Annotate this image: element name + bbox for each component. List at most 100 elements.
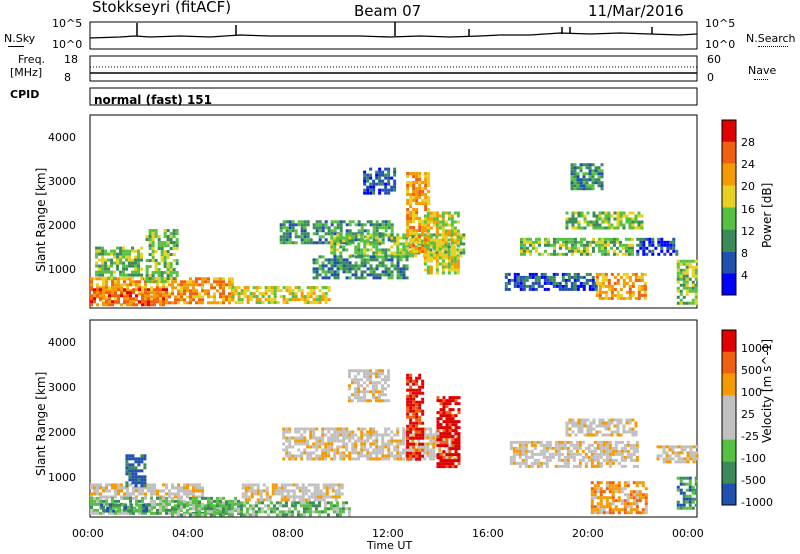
power-cell (201, 301, 204, 305)
velocity-cell (445, 426, 449, 430)
power-cell (150, 289, 153, 293)
velocity-cell (327, 436, 331, 440)
power-cell (366, 254, 370, 258)
power-cell (201, 283, 204, 287)
velocity-cell (604, 427, 608, 431)
velocity-cell (337, 483, 341, 487)
power-cell (228, 298, 231, 302)
velocity-cell (608, 452, 612, 456)
power-cell (231, 298, 235, 302)
velocity-cell (242, 501, 246, 505)
velocity-cell (245, 513, 249, 517)
power-cell (339, 239, 343, 243)
power-cell (628, 211, 632, 215)
power-cell (412, 214, 416, 218)
power-cell (156, 283, 159, 287)
velocity-cell (292, 495, 296, 499)
velocity-cell (694, 497, 698, 501)
power-cell (648, 237, 652, 241)
power-cell (570, 163, 574, 167)
velocity-cell (303, 451, 307, 455)
power-cell (561, 252, 565, 256)
power-cell (363, 235, 367, 239)
power-cell (406, 232, 410, 236)
power-cell (585, 240, 589, 244)
power-cell (657, 237, 661, 241)
power-cell (691, 289, 695, 293)
velocity-cell (448, 459, 452, 463)
power-cell (543, 287, 547, 291)
velocity-cell (300, 454, 304, 458)
velocity-cell (614, 440, 618, 444)
velocity-cell (415, 427, 419, 431)
velocity-cell (457, 435, 461, 439)
power-cell (504, 284, 508, 288)
velocity-cell (213, 499, 216, 503)
power-cell (267, 295, 271, 299)
velocity-cell (412, 412, 416, 416)
velocity-cell (396, 430, 400, 434)
power-cell (456, 241, 460, 245)
velocity-cell (156, 496, 159, 500)
velocity-cell (280, 498, 284, 502)
velocity-cell (518, 461, 522, 465)
velocity-cell (313, 486, 317, 490)
velocity-cell (298, 489, 302, 493)
power-cell (339, 236, 343, 240)
power-cell (634, 226, 638, 230)
power-cell (643, 296, 647, 300)
power-cell (651, 237, 655, 241)
power-cell (363, 179, 367, 183)
velocity-cell (599, 455, 603, 459)
velocity-cell (614, 487, 618, 491)
power-cell (366, 258, 370, 262)
power-cell (119, 258, 123, 262)
power-cell (228, 292, 231, 296)
power-cell (438, 253, 442, 257)
power-cell (169, 241, 173, 245)
power-cell (396, 251, 400, 255)
power-cell (390, 255, 394, 259)
power-cell (576, 181, 580, 185)
power-cell (591, 163, 595, 167)
power-cell (137, 252, 141, 256)
power-cell (600, 187, 604, 191)
power-cb-tick: 16 (741, 203, 755, 216)
velocity-cell (353, 378, 357, 382)
velocity-cell (611, 508, 615, 512)
power-cell (522, 252, 526, 256)
power-cell (387, 273, 391, 277)
velocity-cell (378, 457, 382, 461)
velocity-cell (260, 501, 264, 505)
power-cell (607, 223, 611, 227)
power-cell (537, 243, 541, 247)
power-cell (615, 246, 619, 250)
velocity-cell (347, 396, 351, 400)
velocity-cell (125, 472, 129, 476)
velocity-cell (409, 394, 413, 398)
power-cell (637, 226, 641, 230)
velocity-cell (429, 457, 433, 461)
velocity-cell (297, 439, 301, 443)
velocity-cell (224, 510, 228, 514)
power-cell (324, 298, 328, 302)
velocity-cell (450, 427, 454, 431)
power-cell (279, 229, 283, 233)
power-cell (291, 298, 295, 302)
power-cells (90, 163, 698, 307)
power-cell (441, 241, 445, 245)
power-cell (207, 295, 210, 299)
velocity-cell (423, 427, 427, 431)
power-cell (172, 235, 176, 239)
power-cell (151, 277, 155, 281)
velocity-cb-tick: -25 (741, 430, 759, 443)
velocity-cell (409, 421, 413, 425)
power-cell (588, 287, 592, 291)
power-cell (104, 252, 108, 256)
velocity-cell (339, 451, 343, 455)
velocity-cell (356, 378, 360, 382)
power-cell (363, 245, 367, 249)
velocity-cell (438, 451, 442, 455)
power-cell (616, 281, 620, 285)
power-cell (288, 223, 292, 227)
